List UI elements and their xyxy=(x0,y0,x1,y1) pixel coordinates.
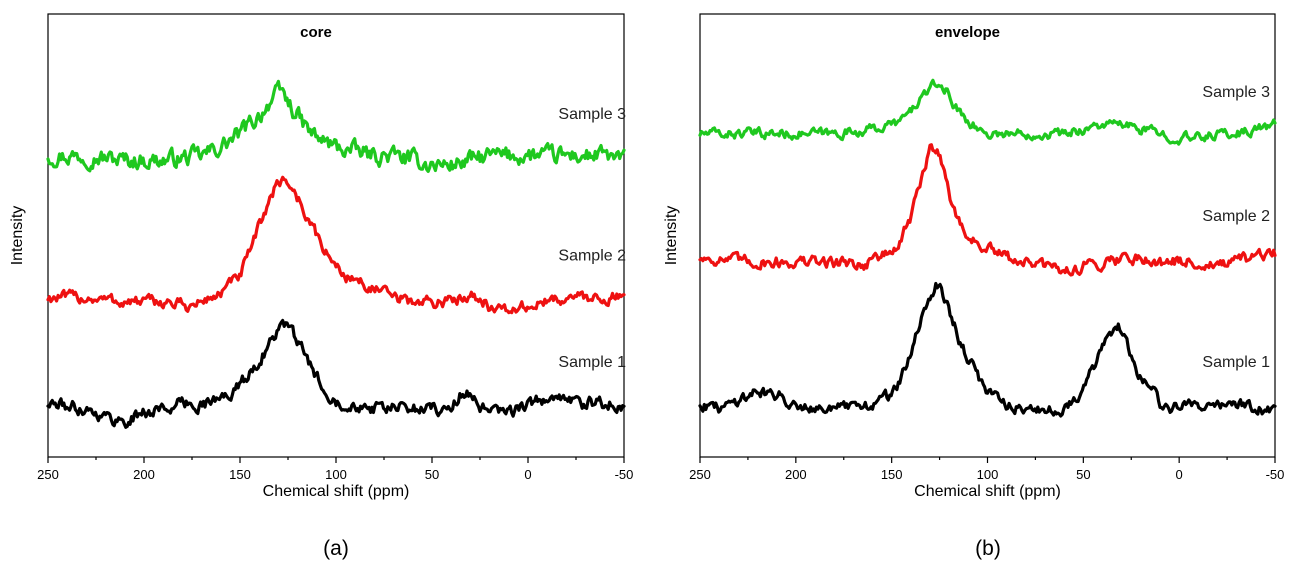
x-tick-label: 250 xyxy=(689,467,711,482)
x-axis-label: Chemical shift (ppm) xyxy=(263,483,410,500)
series-label: Sample 2 xyxy=(558,248,626,265)
x-tick-label: 0 xyxy=(524,467,531,482)
x-tick-label: 150 xyxy=(229,467,251,482)
x-tick-label: 50 xyxy=(425,467,439,482)
chart-title: envelope xyxy=(935,24,1000,41)
series-label: Sample 1 xyxy=(558,354,626,371)
y-axis-label: Intensity xyxy=(663,206,680,266)
series-label: Sample 3 xyxy=(558,106,626,123)
series-line-sample-2 xyxy=(698,143,1277,277)
x-tick-label: 50 xyxy=(1076,467,1090,482)
x-tick-label: 0 xyxy=(1176,467,1183,482)
series-line-sample-3 xyxy=(46,79,626,173)
series-label: Sample 3 xyxy=(1202,84,1270,101)
x-tick-label: 100 xyxy=(325,467,347,482)
x-tick-label: -50 xyxy=(615,467,634,482)
series-label: Sample 1 xyxy=(1202,354,1270,371)
series-line-sample-2 xyxy=(46,175,626,315)
series-label: Sample 2 xyxy=(1202,208,1270,225)
chart-title: core xyxy=(300,24,332,41)
x-tick-label: 200 xyxy=(133,467,155,482)
x-axis-label: Chemical shift (ppm) xyxy=(914,483,1061,500)
panel-a: core 250 200 150 100 50 0 -50 Chemical shift (pp… xyxy=(9,13,634,560)
x-tick-label: 200 xyxy=(785,467,807,482)
plot-frame xyxy=(47,13,625,458)
x-tick-label: 150 xyxy=(881,467,903,482)
panel-b: envelope 250 200 150 100 50 0 -50 Chemical shift… xyxy=(663,13,1285,560)
x-tick-label: 100 xyxy=(977,467,999,482)
x-tick-label: -50 xyxy=(1266,467,1285,482)
panel-caption: (a) xyxy=(323,537,349,560)
y-axis-label: Intensity xyxy=(9,206,26,266)
series-line-sample-1 xyxy=(698,281,1277,418)
series-line-sample-1 xyxy=(46,318,626,429)
panel-caption: (b) xyxy=(975,537,1001,560)
x-tick-label: 250 xyxy=(37,467,59,482)
series-line-sample-3 xyxy=(698,78,1277,146)
